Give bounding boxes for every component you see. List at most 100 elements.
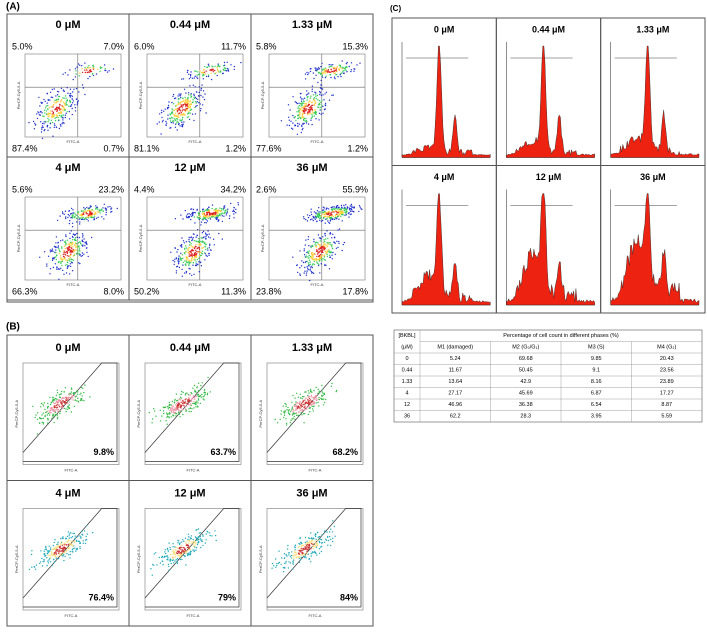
quadrant-label: 55.9%	[342, 184, 368, 194]
event-dot	[320, 250, 322, 252]
event-dot	[203, 242, 206, 245]
event-dot	[46, 93, 48, 95]
event-dot	[174, 404, 177, 406]
event-dot	[55, 394, 58, 396]
event-dot	[82, 210, 84, 212]
event-dot	[188, 216, 190, 219]
event-dot	[324, 93, 326, 95]
event-dot	[306, 261, 308, 263]
axis-label: PerCP-Cy5-5-A	[138, 81, 143, 109]
event-dot	[329, 74, 332, 76]
event-dot	[55, 252, 57, 254]
event-dot	[186, 544, 188, 546]
event-dot	[189, 394, 191, 396]
event-dot	[195, 404, 197, 406]
event-dot	[48, 113, 50, 115]
table-cell: 0.44	[402, 368, 413, 374]
event-dot	[322, 258, 324, 260]
event-dot	[46, 550, 48, 552]
event-dot	[217, 212, 219, 214]
event-dot	[197, 528, 200, 530]
gate-percent: 84%	[340, 592, 358, 602]
event-dot	[277, 562, 280, 564]
event-dot	[206, 392, 209, 395]
event-dot	[39, 111, 42, 113]
plot-title: 36 μM	[296, 487, 327, 499]
event-dot	[218, 71, 220, 73]
event-dot	[148, 412, 150, 414]
event-dot	[331, 258, 333, 260]
event-dot	[321, 251, 324, 253]
event-dot	[320, 72, 322, 75]
event-dot	[212, 71, 214, 73]
event-dot	[69, 232, 71, 234]
event-dot	[317, 259, 319, 261]
event-dot	[297, 402, 299, 404]
event-dot	[289, 413, 291, 416]
event-dot	[87, 255, 89, 258]
event-dot	[68, 246, 71, 248]
event-dot	[218, 232, 220, 235]
event-dot	[66, 104, 68, 106]
event-dot	[58, 278, 60, 280]
event-dot	[224, 210, 226, 212]
event-dot	[315, 111, 317, 114]
event-dot	[174, 112, 177, 115]
event-dot	[200, 224, 202, 226]
event-dot	[62, 269, 64, 272]
event-dot	[54, 405, 56, 407]
event-dot	[335, 206, 337, 208]
event-dot	[326, 230, 328, 232]
event-dot	[345, 214, 348, 216]
event-dot	[152, 563, 154, 566]
event-dot	[48, 107, 50, 109]
event-dot	[321, 74, 324, 76]
event-dot	[64, 551, 66, 553]
event-dot	[194, 96, 197, 99]
event-dot	[76, 232, 78, 235]
event-dot	[312, 72, 315, 74]
event-dot	[306, 545, 308, 547]
event-dot	[213, 215, 215, 217]
axis-label: PerCP-Cy5-5-A	[14, 400, 19, 428]
event-dot	[322, 94, 324, 96]
event-dot	[162, 410, 165, 412]
event-dot	[50, 407, 52, 409]
event-dot	[327, 544, 329, 546]
event-dot	[56, 90, 59, 93]
event-dot	[99, 67, 102, 70]
event-dot	[69, 242, 71, 245]
event-dot	[167, 104, 170, 107]
event-dot	[185, 398, 187, 400]
event-dot	[44, 408, 46, 411]
event-dot	[308, 257, 310, 259]
event-dot	[160, 133, 162, 135]
event-dot	[164, 552, 167, 555]
event-dot	[51, 564, 54, 566]
event-dot	[306, 402, 309, 405]
event-dot	[53, 123, 56, 125]
event-dot	[321, 384, 323, 387]
event-dot	[332, 206, 334, 208]
event-dot	[278, 550, 280, 552]
event-dot	[324, 210, 326, 212]
event-dot	[294, 418, 296, 420]
event-dot	[304, 391, 306, 393]
table-header: Percentage of cell count in different ph…	[503, 333, 619, 339]
event-dot	[71, 95, 74, 98]
event-dot	[53, 409, 56, 412]
event-dot	[190, 215, 193, 217]
event-dot	[205, 243, 207, 245]
event-dot	[68, 255, 70, 257]
event-dot	[308, 401, 310, 403]
event-dot	[61, 549, 63, 552]
event-dot	[185, 256, 187, 259]
event-dot	[171, 101, 173, 104]
event-dot	[205, 254, 207, 257]
event-dot	[283, 557, 285, 560]
event-dot	[81, 217, 84, 219]
event-dot	[332, 537, 334, 539]
event-dot	[60, 553, 62, 555]
table-header: M1 (damaged)	[437, 345, 473, 351]
